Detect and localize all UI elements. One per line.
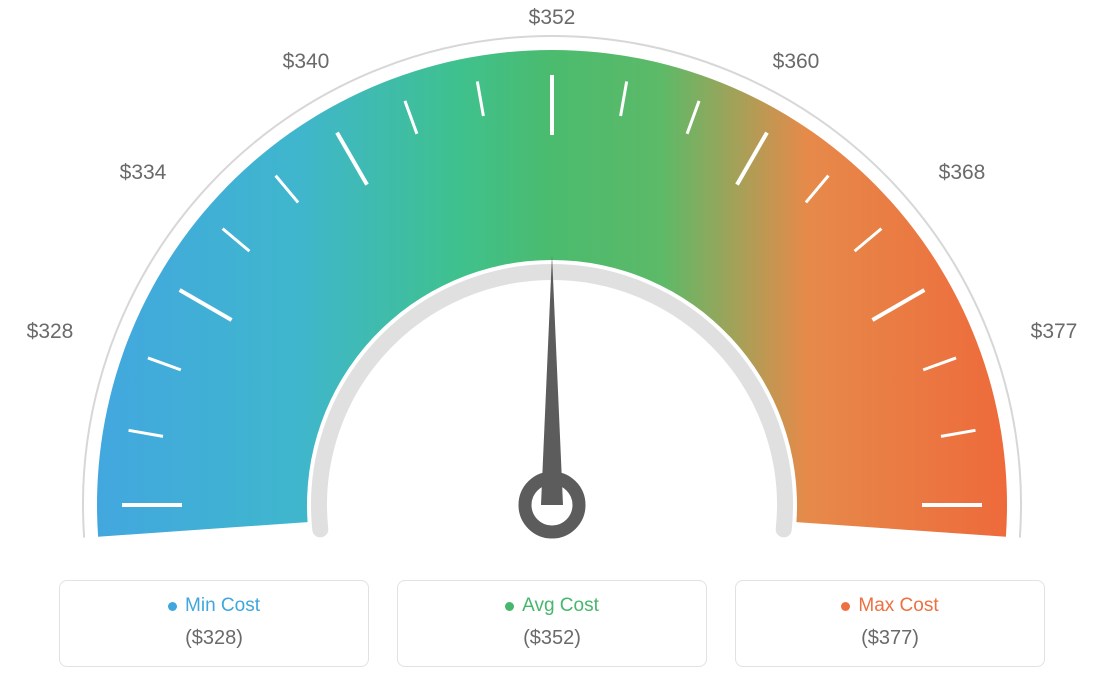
gauge-svg bbox=[0, 0, 1104, 570]
gauge-tick-label: $352 bbox=[529, 6, 576, 30]
legend-value-min: ($328) bbox=[70, 627, 358, 650]
legend-title-text: Max Cost bbox=[858, 595, 938, 617]
legend-row: Min Cost ($328) Avg Cost ($352) Max Cost… bbox=[0, 580, 1104, 667]
dot-icon bbox=[505, 602, 514, 611]
legend-value-avg: ($352) bbox=[408, 627, 696, 650]
legend-card-min: Min Cost ($328) bbox=[59, 580, 369, 667]
legend-value-max: ($377) bbox=[746, 627, 1034, 650]
dot-icon bbox=[841, 602, 850, 611]
legend-title-text: Min Cost bbox=[185, 595, 260, 617]
gauge-tick-label: $334 bbox=[120, 161, 167, 185]
legend-title-avg: Avg Cost bbox=[505, 595, 599, 617]
gauge-tick-label: $368 bbox=[939, 161, 986, 185]
gauge-chart: $328 $334 $340 $352 $360 $368 $377 bbox=[0, 0, 1104, 570]
gauge-tick-label: $328 bbox=[27, 320, 74, 344]
gauge-tick-label: $377 bbox=[1031, 320, 1078, 344]
legend-card-max: Max Cost ($377) bbox=[735, 580, 1045, 667]
dot-icon bbox=[168, 602, 177, 611]
gauge-tick-label: $340 bbox=[283, 50, 330, 74]
legend-title-max: Max Cost bbox=[841, 595, 938, 617]
legend-card-avg: Avg Cost ($352) bbox=[397, 580, 707, 667]
gauge-tick-label: $360 bbox=[773, 50, 820, 74]
legend-title-text: Avg Cost bbox=[522, 595, 599, 617]
legend-title-min: Min Cost bbox=[168, 595, 260, 617]
